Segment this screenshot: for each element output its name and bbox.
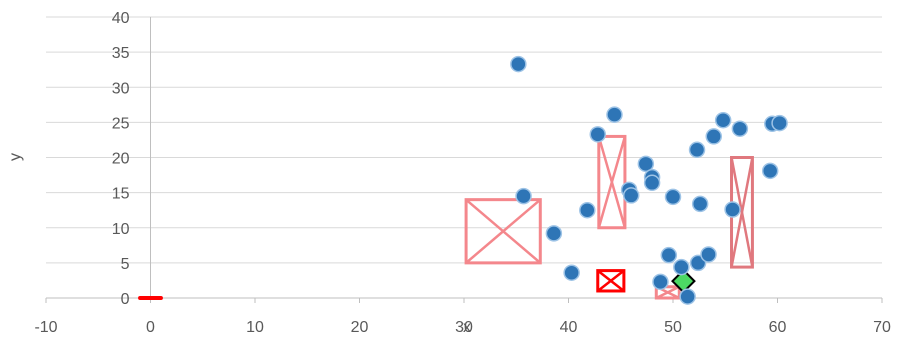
x-tick-label: -10 (34, 319, 57, 336)
y-tick-label: 20 (112, 151, 130, 168)
annotation-box (599, 136, 625, 227)
y-tick-label: 10 (112, 221, 130, 238)
x-axis-title: x (463, 319, 471, 336)
data-point (645, 175, 660, 190)
data-point (564, 265, 579, 280)
annotation-box-layer (466, 136, 752, 298)
extra-marker-layer (140, 270, 694, 298)
data-point (732, 121, 747, 136)
data-point (725, 202, 740, 217)
x-tick-label: 40 (560, 319, 578, 336)
data-point (516, 189, 531, 204)
y-tick-label: 25 (112, 115, 130, 132)
y-tick-label: 15 (112, 186, 130, 203)
data-point (680, 289, 695, 304)
data-point (607, 107, 622, 122)
data-point (580, 203, 595, 218)
data-point (690, 142, 705, 157)
data-point (653, 274, 668, 289)
y-tick-label: 40 (112, 10, 130, 27)
grid-layer (46, 17, 882, 263)
data-point (706, 129, 721, 144)
x-tick-label: 50 (664, 319, 682, 336)
y-tick-label: 0 (121, 291, 130, 308)
x-tick-label: 0 (146, 319, 155, 336)
data-point (590, 127, 605, 142)
y-tick-label: 5 (121, 256, 130, 273)
data-point (772, 116, 787, 131)
data-point (763, 163, 778, 178)
annotation-box (466, 200, 540, 263)
annotation-box (598, 271, 624, 291)
data-point (701, 247, 716, 262)
data-point (511, 57, 526, 72)
y-tick-label: 30 (112, 80, 130, 97)
data-point (674, 260, 689, 275)
data-point (693, 196, 708, 211)
y-axis-title: y (7, 153, 24, 161)
data-point (624, 188, 639, 203)
x-tick-label: 10 (246, 319, 264, 336)
x-tick-label: 60 (769, 319, 787, 336)
x-tick-label: 70 (873, 319, 891, 336)
y-tick-label: 35 (112, 45, 130, 62)
data-point (661, 248, 676, 263)
data-point (716, 113, 731, 128)
axis-layer (46, 17, 882, 303)
x-tick-label: 20 (351, 319, 369, 336)
data-point (546, 226, 561, 241)
data-point (666, 189, 681, 204)
